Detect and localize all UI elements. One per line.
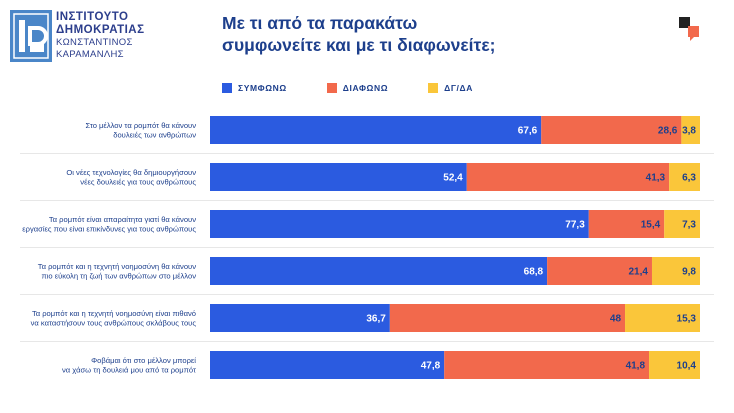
category-label: Τα ρομπότ και η τεχνητή νοημοσύνη είναι … [31,309,197,328]
institute-name-line1: ΙΝΣΤΙΤΟΥΤΟ [56,11,129,23]
category-label-line: Τα ρομπότ είναι απαραίτητα γιατί θα κάνο… [49,215,196,224]
bar-dkna [625,304,700,332]
category-label-line: δουλειές των ανθρώπων [113,131,196,140]
bar-agree [210,257,548,285]
bar-agree [210,116,542,144]
category-label-line: Τα ρομπότ και η τεχνητή νοημοσύνη θα κάν… [38,262,196,271]
data-label-dkna: 15,3 [677,314,697,325]
legend-label-disagree: ΔΙΑΦΩΝΩ [342,83,389,93]
legend-swatch-agree [222,83,232,93]
chart-legend: ΣΥΜΦΩΝΩ ΔΙΑΦΩΝΩ ΔΓ/ΔΑ [222,83,513,93]
category-label-line: νέες δουλειές για τους ανθρώπους [80,178,196,187]
bar-dkna [669,163,700,191]
category-label-line: να καταστήσουν τους ανθρώπους σκλάβους τ… [31,319,197,328]
data-label-agree: 52,4 [443,173,463,184]
data-label-disagree: 21,4 [629,267,649,278]
bar-disagree [444,351,650,379]
legend-swatch-dkna [428,83,439,93]
data-label-disagree: 15,4 [641,220,661,231]
data-label-agree: 47,8 [421,361,441,372]
category-label-line: Φοβάμαι ότι στο μέλλον μπορεί [91,356,196,365]
data-label-disagree: 48 [610,314,622,325]
category-label-line: Στο μέλλον τα ρομπότ θα κάνουν [86,121,197,130]
bar-disagree [541,116,682,144]
legend-label-dkna: ΔΓ/ΔΑ [444,83,473,93]
chart-title-line1: Με τι από τα παρακάτω [222,13,418,33]
data-label-dkna: 10,4 [677,361,697,372]
bar-disagree [588,210,665,238]
bar-disagree [547,257,652,285]
bar-agree [210,163,467,191]
legend-swatch-disagree [326,83,337,93]
data-label-disagree: 28,6 [658,126,678,137]
institute-name-line3: ΚΩΝΣΤΑΝΤΙΝΟΣ [56,37,133,48]
category-label-line: Οι νέες τεχνολογίες θα δημιουργήσουν [66,168,196,177]
data-label-dkna: 7,3 [682,220,696,231]
data-label-dkna: 3,8 [682,126,696,137]
data-label-agree: 68,8 [524,267,544,278]
institute-logo-mark [10,10,52,62]
category-label: Οι νέες τεχνολογίες θα δημιουργήσουν νέες… [66,168,196,187]
institute-name: ΙΝΣΤΙΤΟΥΤΟ ΔΗΜΟΚΡΑΤΙΑΣ ΚΩΝΣΤΑΝΤΙΝΟΣ ΚΑΡΑ… [56,11,145,60]
bar-disagree [389,304,626,332]
data-label-disagree: 41,8 [626,361,646,372]
bar-dkna [681,116,700,144]
chart-title: Με τι από τα παρακάτω συμφωνείτε και με … [222,12,496,56]
data-label-dkna: 9,8 [682,267,696,278]
bar-disagree [466,163,670,191]
bar-agree [210,210,589,238]
legend-item-disagree: ΔΙΑΦΩΝΩ [326,83,389,93]
data-label-agree: 77,3 [565,220,585,231]
institute-name-line4: ΚΑΡΑΜΑΝΛΗΣ [56,48,124,60]
stacked-bar-chart: Στο μέλλον τα ρομπότ θα κάνουν δουλειές τ… [20,116,714,379]
chart-title-line2: συμφωνείτε και με τι διαφωνείτε; [222,35,496,55]
bar-dkna [651,257,700,285]
data-label-agree: 67,6 [518,126,538,137]
brand-icon [679,17,699,41]
institute-name-line2: ΔΗΜΟΚΡΑΤΙΑΣ [56,23,145,36]
category-label-line: να χάσω τη δουλειά μου από τα ρομπότ [62,366,196,375]
category-label-line: Τα ρομπότ και η τεχνητή νοημοσύνη είναι … [32,309,196,318]
legend-item-agree: ΣΥΜΦΩΝΩ [222,83,287,93]
data-label-agree: 36,7 [366,314,386,325]
category-label-line: πιο εύκολη τη ζωή των ανθρώπων στο μέλλο… [41,272,196,281]
category-label: Τα ρομπότ είναι απαραίτητα γιατί θα κάνο… [22,215,196,234]
bar-agree [210,304,390,332]
category-label-line: εργασίες που είναι επικίνδυνες για τους … [22,225,196,234]
category-label: Φοβάμαι ότι στο μέλλον μπορεί να χάσω τη … [62,356,196,375]
bar-agree [210,351,445,379]
bar-dkna [664,210,700,238]
category-label: Στο μέλλον τα ρομπότ θα κάνουν δουλειές τ… [86,121,197,140]
bar-dkna [649,351,700,379]
legend-label-agree: ΣΥΜΦΩΝΩ [238,83,287,93]
category-label: Τα ρομπότ και η τεχνητή νοημοσύνη θα κάν… [38,262,196,281]
legend-item-dkna: ΔΓ/ΔΑ [428,83,473,93]
data-label-disagree: 41,3 [646,173,666,184]
data-label-dkna: 6,3 [682,173,696,184]
institute-logo: ΙΝΣΤΙΤΟΥΤΟ ΔΗΜΟΚΡΑΤΙΑΣ ΚΩΝΣΤΑΝΤΙΝΟΣ ΚΑΡΑ… [10,10,160,62]
